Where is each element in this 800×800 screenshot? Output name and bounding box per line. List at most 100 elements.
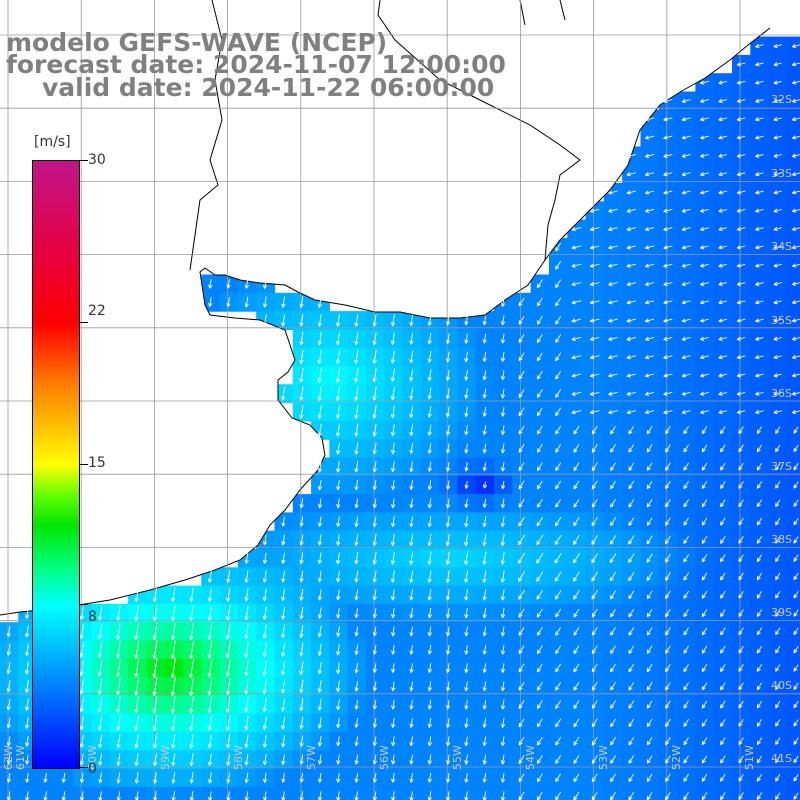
colorbar-tick — [80, 160, 88, 161]
wind-arrow — [644, 336, 655, 341]
wind-arrow — [482, 626, 487, 637]
wind-arrow — [665, 499, 671, 508]
wind-arrow — [409, 332, 414, 345]
wind-arrow — [97, 659, 103, 677]
wind-arrow — [738, 462, 744, 471]
wind-arrow — [354, 570, 359, 583]
wind-arrow — [573, 498, 580, 508]
wind-arrow — [464, 663, 469, 673]
wind-arrow — [610, 480, 616, 490]
wind-arrow — [317, 331, 322, 346]
wind-arrow — [646, 718, 653, 728]
lon-label: 59W — [159, 745, 172, 770]
wind-arrow — [354, 754, 359, 765]
wind-arrow — [681, 98, 691, 103]
wind-arrow — [701, 572, 708, 581]
wind-arrow — [793, 646, 799, 654]
wind-arrow — [609, 517, 617, 527]
wind-arrow — [244, 696, 249, 713]
wind-arrow — [97, 678, 103, 695]
wind-cell — [786, 677, 800, 696]
wind-arrow — [683, 444, 689, 453]
wind-arrow — [116, 772, 121, 784]
wind-arrow — [134, 753, 139, 766]
wind-arrow — [445, 443, 451, 454]
wind-arrow — [317, 423, 322, 437]
wind-arrow — [336, 644, 341, 656]
wind-arrow — [299, 349, 304, 364]
wind-arrow — [79, 734, 84, 748]
wind-arrow — [663, 336, 673, 341]
wind-arrow — [372, 350, 377, 364]
wind-arrow — [663, 281, 673, 287]
wind-arrow — [299, 698, 304, 712]
wind-arrow — [610, 736, 616, 746]
wind-arrow — [736, 190, 746, 195]
wind-arrow — [225, 641, 231, 659]
wind-arrow — [701, 664, 708, 672]
wind-arrow — [646, 553, 653, 563]
wind-arrow — [226, 772, 231, 784]
wind-arrow — [152, 605, 158, 622]
wind-arrow — [681, 245, 691, 250]
wind-arrow — [445, 551, 450, 565]
wind-arrow — [681, 409, 691, 415]
wind-arrow — [409, 533, 414, 547]
wind-arrow — [390, 332, 396, 345]
wind-arrow — [700, 190, 709, 195]
wind-arrow — [299, 552, 304, 564]
wind-arrow — [427, 369, 432, 382]
wind-arrow — [665, 737, 671, 746]
wind-arrow — [152, 714, 158, 732]
wind-arrow — [610, 425, 616, 435]
wind-arrow — [773, 208, 782, 213]
wind-arrow — [372, 386, 377, 401]
wind-arrow — [573, 608, 580, 618]
wind-arrow — [793, 536, 799, 544]
wind-arrow — [482, 498, 487, 508]
wind-arrow — [572, 571, 580, 582]
wind-arrow — [700, 117, 709, 122]
wind-arrow — [464, 498, 469, 508]
wind-arrow — [555, 773, 562, 783]
wind-arrow — [299, 661, 304, 675]
wind-arrow — [299, 332, 304, 346]
wind-arrow — [317, 296, 322, 308]
wind-arrow — [591, 645, 598, 655]
wind-arrow — [336, 699, 341, 711]
wind-arrow — [626, 336, 637, 341]
wind-arrow — [281, 606, 286, 620]
wind-arrow — [409, 699, 414, 710]
wind-arrow — [663, 373, 673, 378]
wind-arrow — [536, 315, 543, 325]
wind-arrow — [464, 443, 469, 454]
wind-cell — [786, 750, 800, 770]
wind-arrow — [626, 281, 637, 287]
wind-arrow — [644, 135, 655, 140]
wind-arrow — [115, 659, 121, 677]
wind-arrow — [464, 425, 469, 436]
wind-arrow — [718, 80, 728, 85]
wind-arrow — [372, 663, 378, 673]
wind-arrow — [97, 715, 103, 731]
wind-arrow — [773, 354, 782, 360]
wind-arrow — [317, 534, 323, 546]
colorbar-tick — [80, 322, 88, 323]
wind-arrow — [299, 296, 304, 308]
wind-arrow — [226, 278, 231, 289]
wind-arrow — [720, 773, 726, 782]
wind-arrow — [773, 245, 782, 250]
wind-arrow — [701, 627, 708, 636]
wind-arrow — [171, 587, 176, 602]
wind-arrow — [354, 479, 359, 491]
wind-arrow — [500, 297, 506, 307]
wind-arrow — [500, 608, 506, 619]
wind-arrow — [482, 570, 487, 583]
wind-arrow — [591, 700, 598, 709]
wind-arrow — [6, 662, 11, 674]
wind-arrow — [536, 534, 544, 546]
wind-arrow — [775, 554, 781, 562]
wind-arrow — [793, 737, 799, 745]
wind-arrow — [170, 676, 176, 696]
wind-arrow — [775, 755, 781, 764]
